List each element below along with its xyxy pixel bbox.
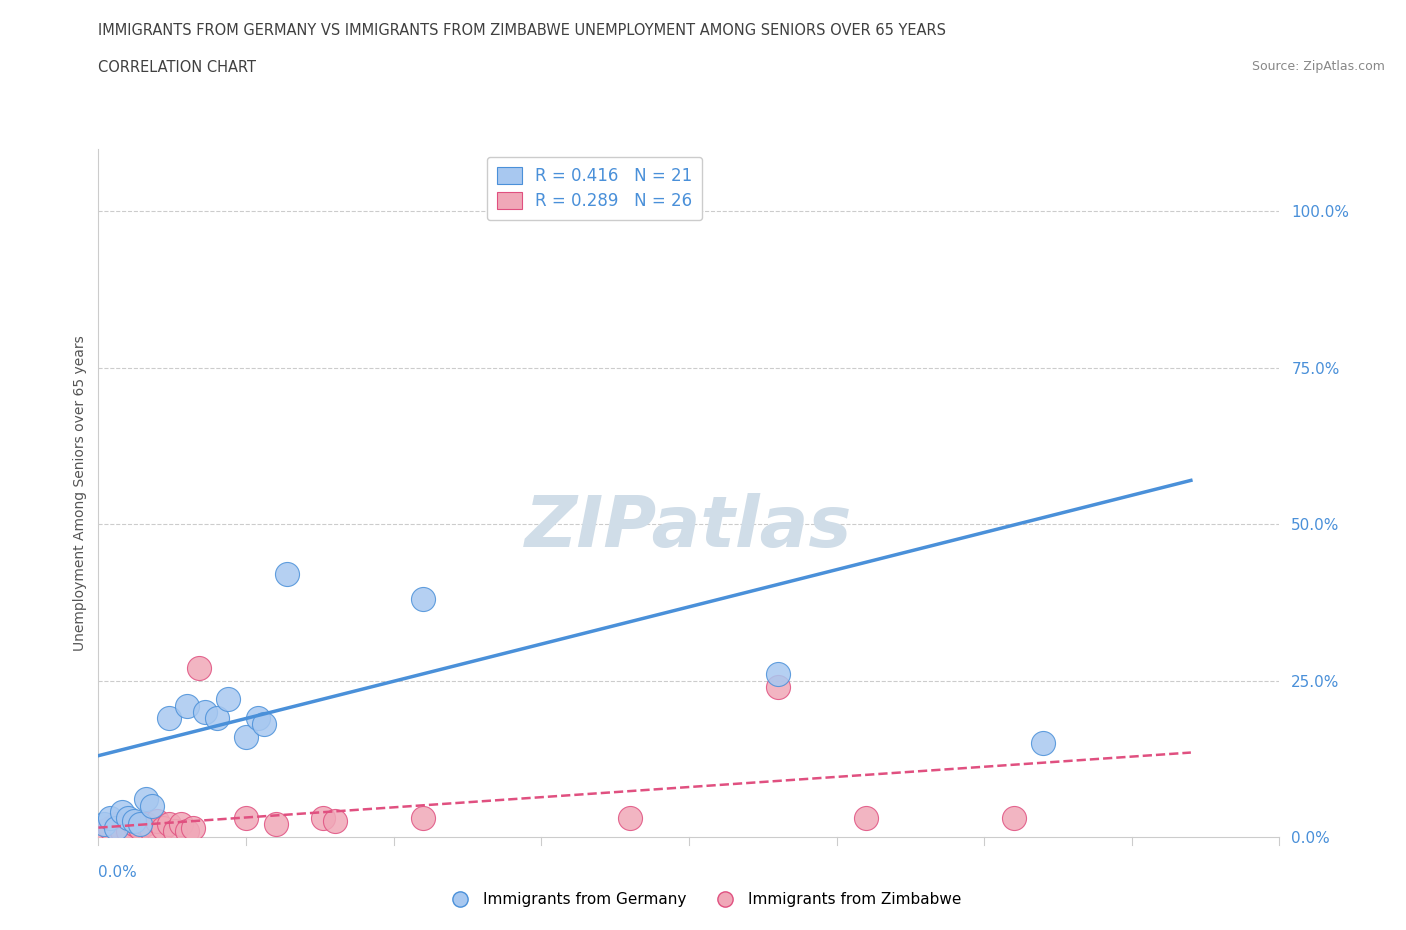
Point bbox=[253, 717, 276, 732]
Text: CORRELATION CHART: CORRELATION CHART bbox=[98, 60, 256, 75]
Point bbox=[855, 811, 877, 826]
Point bbox=[117, 811, 139, 826]
Point bbox=[187, 660, 209, 675]
Point bbox=[152, 820, 174, 835]
Point bbox=[165, 823, 187, 838]
Point bbox=[412, 591, 434, 606]
Point bbox=[93, 823, 115, 838]
Legend: R = 0.416   N = 21, R = 0.289   N = 26: R = 0.416 N = 21, R = 0.289 N = 26 bbox=[486, 157, 702, 220]
Point bbox=[157, 711, 180, 725]
Point bbox=[128, 817, 150, 832]
Point bbox=[276, 566, 298, 581]
Point bbox=[122, 814, 145, 829]
Point bbox=[93, 817, 115, 832]
Point bbox=[194, 704, 217, 719]
Point bbox=[766, 667, 789, 682]
Point bbox=[323, 814, 346, 829]
Point bbox=[117, 823, 139, 838]
Point bbox=[217, 692, 239, 707]
Point bbox=[146, 814, 169, 829]
Point bbox=[141, 798, 163, 813]
Text: 0.0%: 0.0% bbox=[98, 865, 138, 880]
Point bbox=[141, 823, 163, 838]
Text: Source: ZipAtlas.com: Source: ZipAtlas.com bbox=[1251, 60, 1385, 73]
Point bbox=[122, 817, 145, 832]
Point bbox=[98, 811, 121, 826]
Point bbox=[98, 820, 121, 835]
Legend: Immigrants from Germany, Immigrants from Zimbabwe: Immigrants from Germany, Immigrants from… bbox=[439, 886, 967, 913]
Point bbox=[181, 820, 204, 835]
Point bbox=[111, 804, 134, 819]
Point bbox=[1002, 811, 1025, 826]
Point bbox=[170, 817, 193, 832]
Point bbox=[135, 792, 157, 807]
Point bbox=[1032, 736, 1054, 751]
Point bbox=[105, 817, 128, 832]
Point bbox=[157, 817, 180, 832]
Y-axis label: Unemployment Among Seniors over 65 years: Unemployment Among Seniors over 65 years bbox=[73, 335, 87, 651]
Point bbox=[105, 820, 128, 835]
Point bbox=[111, 823, 134, 838]
Point bbox=[235, 811, 257, 826]
Point bbox=[128, 820, 150, 835]
Text: ZIPatlas: ZIPatlas bbox=[526, 493, 852, 562]
Point bbox=[235, 729, 257, 744]
Point bbox=[205, 711, 228, 725]
Point bbox=[312, 811, 335, 826]
Text: IMMIGRANTS FROM GERMANY VS IMMIGRANTS FROM ZIMBABWE UNEMPLOYMENT AMONG SENIORS O: IMMIGRANTS FROM GERMANY VS IMMIGRANTS FR… bbox=[98, 23, 946, 38]
Point bbox=[176, 698, 198, 713]
Point bbox=[135, 817, 157, 832]
Point bbox=[246, 711, 269, 725]
Point bbox=[176, 823, 198, 838]
Point bbox=[264, 817, 287, 832]
Point bbox=[412, 811, 434, 826]
Point bbox=[619, 811, 641, 826]
Point bbox=[766, 680, 789, 695]
